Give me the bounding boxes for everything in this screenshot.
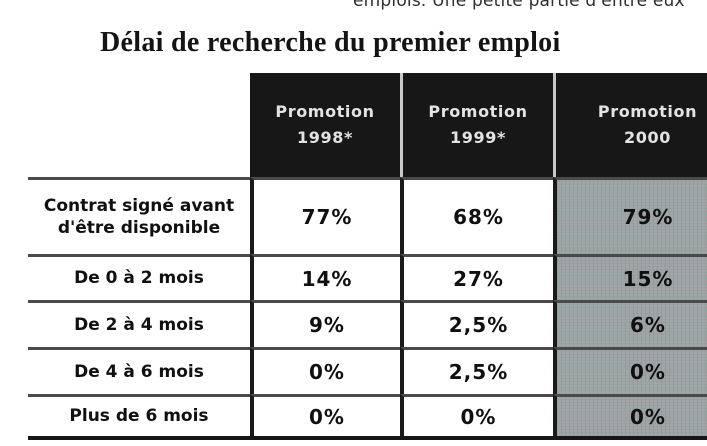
table-cell: 77% [250, 177, 400, 254]
column-header-promotion-1998: Promotion 1998* [250, 73, 400, 177]
table-cell: 0% [250, 347, 400, 394]
table-cell: 2,5% [400, 347, 553, 394]
table-cell: 27% [400, 254, 553, 300]
table-cell-highlighted: 15% [553, 254, 707, 300]
table-cell: 14% [250, 254, 400, 300]
column-header-promotion-1999: Promotion 1999* [400, 73, 553, 177]
column-header-line: 1998* [297, 128, 353, 147]
column-header-line: Promotion [275, 102, 375, 122]
table-cell: 0% [250, 394, 400, 440]
table-cell-highlighted: 0% [553, 394, 707, 440]
row-label-4-6-mois: De 4 à 6 mois [28, 347, 250, 394]
column-header-line: 1999* [450, 128, 506, 147]
column-header-line: Promotion [597, 102, 698, 122]
row-label-2-4-mois: De 2 à 4 mois [28, 300, 250, 347]
table-cell-highlighted: 0% [553, 347, 707, 394]
corner-cell [28, 73, 250, 177]
row-label-0-2-mois: De 0 à 2 mois [28, 254, 250, 300]
table-title: Délai de recherche du premier emploi [100, 27, 561, 58]
table-cell-highlighted: 79% [553, 177, 707, 254]
table-cell-highlighted: 6% [553, 300, 707, 347]
column-header-line: Promotion [428, 102, 528, 122]
column-header-promotion-2000: Promotion 2000 [553, 73, 707, 177]
column-header-line: 2000 [624, 128, 671, 147]
table-cell: 68% [400, 177, 553, 254]
clipped-paragraph-text: emplois. Une petite partie d'entre eux [353, 0, 685, 11]
table-cell: 9% [250, 300, 400, 347]
table-cell: 2,5% [400, 300, 553, 347]
row-label-plus-6-mois: Plus de 6 mois [28, 394, 250, 440]
delai-recherche-table: Promotion 1998* Promotion 1999* Promotio… [28, 73, 707, 440]
row-label-contrat-signe: Contrat signé avant d'être disponible [28, 177, 250, 254]
table-cell: 0% [400, 394, 553, 440]
